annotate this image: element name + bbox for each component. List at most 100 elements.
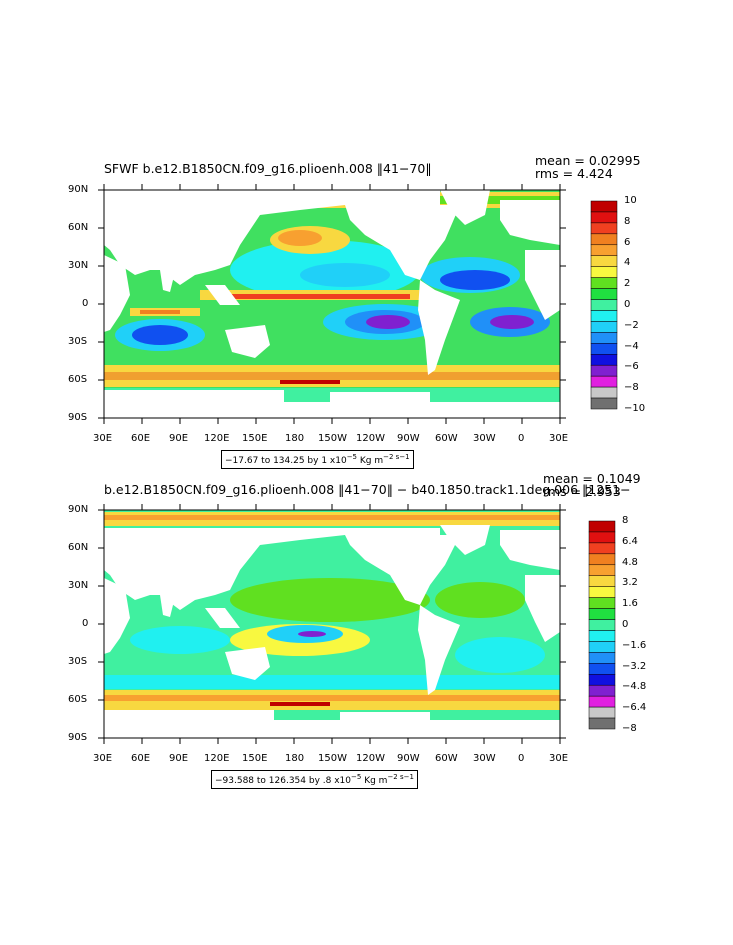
panel-2-lat-label: 30N xyxy=(68,580,89,591)
panel-2-lon-label: 60E xyxy=(131,753,151,764)
panel-2-lon-label: 120W xyxy=(356,753,385,764)
panel-2-lon-label: 150E xyxy=(242,753,268,764)
panel-2-landmasses xyxy=(104,525,560,738)
colorbar-label: −4 xyxy=(624,340,639,352)
colorbar-swatch xyxy=(588,641,616,653)
colorbar-swatch xyxy=(590,288,618,300)
colorbar-swatch xyxy=(590,332,618,344)
colorbar-swatch xyxy=(590,321,618,333)
panel-2-lon-label: 60W xyxy=(435,753,458,764)
colorbar-swatch xyxy=(588,520,616,533)
panel-1-lat-label: 30N xyxy=(68,260,89,271)
panel-1-lat-label: 60N xyxy=(68,222,89,233)
panel-2-contour-unit: Kg m xyxy=(361,776,388,786)
panel-2-ocean-field xyxy=(104,510,560,738)
colorbar-swatch xyxy=(590,277,618,289)
colorbar-label: 2 xyxy=(624,278,631,290)
colorbar-label: 4 xyxy=(624,257,631,269)
colorbar-swatch xyxy=(588,674,616,686)
colorbar-label: −8 xyxy=(624,382,639,394)
panel-2-lat-label: 60N xyxy=(68,542,89,553)
colorbar-swatch xyxy=(588,717,616,730)
colorbar-label: 4.8 xyxy=(622,556,638,568)
panel-1-lon-label: 90E xyxy=(169,433,189,444)
panel-1-lon-label: 60W xyxy=(435,433,458,444)
panel-2-lon-label: 90W xyxy=(397,753,420,764)
colorbar-swatch xyxy=(590,343,618,355)
colorbar-label: 8 xyxy=(624,215,631,227)
colorbar-swatch xyxy=(588,575,616,587)
panel-1-contour-range: −17.67 to 134.25 by 1 x10 xyxy=(225,456,347,466)
panel-1-contour-info: −17.67 to 134.25 by 1 x10−5 Kg m−2 s−1 xyxy=(221,450,414,469)
colorbar-swatch xyxy=(590,255,618,267)
colorbar-swatch xyxy=(590,233,618,246)
colorbar-swatch xyxy=(588,706,616,719)
panel-1-landmasses xyxy=(104,190,560,418)
colorbar-swatch xyxy=(590,375,618,388)
colorbar-swatch xyxy=(590,310,618,322)
panel-2-rms: rms = 2.953 xyxy=(543,484,621,499)
colorbar-label: 6.4 xyxy=(622,535,638,547)
colorbar-swatch xyxy=(590,200,618,213)
panel-2-lon-label: 30E xyxy=(549,753,569,764)
colorbar-swatch xyxy=(590,222,618,235)
colorbar-swatch xyxy=(590,354,618,366)
panel-2-lon-label: 30W xyxy=(473,753,496,764)
colorbar-swatch xyxy=(590,386,618,399)
panel-1-lat-label: 0 xyxy=(82,298,89,309)
colorbar-label: 10 xyxy=(624,195,637,206)
panel-2-lon-label: 120E xyxy=(204,753,230,764)
panel-1-lat-label: 30S xyxy=(68,336,88,347)
panel-2-lon-label: 90E xyxy=(169,753,189,764)
panel-2-title: b.e12.B1850CN.f09_g16.plioenh.008 ‖41−70… xyxy=(104,482,631,497)
panel-2-lat-label: 90S xyxy=(68,732,88,743)
colorbar-label: −6.4 xyxy=(622,702,647,714)
colorbar-label: −4.8 xyxy=(622,681,647,693)
panel-2-lon-label: 180 xyxy=(285,753,305,764)
panel-2-colorbar xyxy=(588,520,616,730)
panel-2-contour-info: −93.588 to 126.354 by .8 x10−5 Kg m−2 s−… xyxy=(211,770,418,789)
colorbar-swatch xyxy=(588,597,616,609)
panel-2-frame xyxy=(103,509,561,739)
panel-1-lat-label: 90S xyxy=(68,412,88,423)
panel-1-lon-label: 90W xyxy=(397,433,420,444)
colorbar-swatch xyxy=(588,553,616,566)
panel-1-frame xyxy=(103,189,561,419)
panel-1-lat-label: 90N xyxy=(68,184,89,195)
colorbar-swatch xyxy=(590,364,618,377)
colorbar-swatch xyxy=(588,630,616,642)
colorbar-label: −1.6 xyxy=(622,639,647,651)
colorbar-label: 8 xyxy=(622,515,629,526)
colorbar-swatch xyxy=(588,652,616,664)
colorbar-swatch xyxy=(588,564,616,576)
panel-1-lon-label: 150E xyxy=(242,433,268,444)
panel-1-lon-label: 60E xyxy=(131,433,151,444)
colorbar-swatch xyxy=(588,619,616,631)
colorbar-label: −2 xyxy=(624,319,639,331)
panel-1-lon-label: 180 xyxy=(285,433,305,444)
panel-1-lat-label: 60S xyxy=(68,374,88,385)
colorbar-swatch xyxy=(588,684,616,697)
panel-1-contour-exponent: −5 xyxy=(346,453,358,461)
colorbar-swatch xyxy=(590,299,618,311)
panel-2-ticks xyxy=(98,504,566,744)
panel-2-lat-label: 30S xyxy=(68,656,88,667)
panel-1-lon-label: 30W xyxy=(473,433,496,444)
panel-1-mean: mean = 0.02995 xyxy=(535,153,641,168)
panel-1-lon-label: 120W xyxy=(356,433,385,444)
colorbar-label: 0 xyxy=(624,299,631,310)
colorbar-swatch xyxy=(588,608,616,620)
panel-1-lon-label: 30E xyxy=(549,433,569,444)
colorbar-swatch xyxy=(588,531,616,544)
panel-2-lon-label: 0 xyxy=(518,753,525,764)
colorbar-label: 0 xyxy=(622,619,629,630)
panel-2-lat-label: 60S xyxy=(68,694,88,705)
panel-1-contour-unit-exponent: −2 s−1 xyxy=(383,453,410,461)
colorbar-swatch xyxy=(588,542,616,555)
colorbar-swatch xyxy=(588,663,616,675)
panel-1-colorbar xyxy=(590,200,618,410)
panel-1-contour-unit: Kg m xyxy=(357,456,384,466)
colorbar-label: −6 xyxy=(624,361,639,373)
colorbar-label: 1.6 xyxy=(622,598,638,610)
panel-2-contour-range: −93.588 to 126.354 by .8 x10 xyxy=(215,776,351,786)
